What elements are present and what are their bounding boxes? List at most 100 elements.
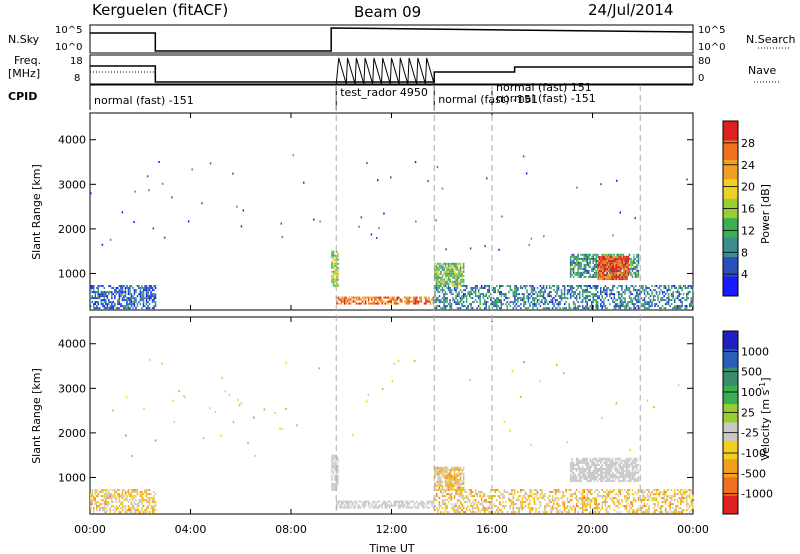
heatmap-cell bbox=[543, 285, 545, 287]
heatmap-cell bbox=[365, 505, 367, 507]
heatmap-cell bbox=[632, 478, 634, 480]
heatmap-cell bbox=[605, 464, 607, 466]
heatmap-cell bbox=[574, 297, 576, 299]
heatmap-cell bbox=[507, 491, 509, 493]
heatmap-cell bbox=[377, 303, 379, 305]
heatmap-cell bbox=[443, 499, 445, 501]
heatmap-cell bbox=[499, 307, 501, 309]
heatmap-cell bbox=[669, 509, 671, 511]
heatmap-cell bbox=[470, 511, 472, 513]
heatmap-cell bbox=[334, 467, 336, 469]
heatmap-cell bbox=[525, 493, 527, 495]
heatmap-cell bbox=[680, 285, 682, 287]
heatmap-cell bbox=[478, 295, 480, 297]
heatmap-cell bbox=[597, 476, 599, 478]
heatmap-cell bbox=[443, 263, 445, 265]
heatmap-cell bbox=[93, 285, 95, 287]
heatmap-cell bbox=[123, 305, 125, 307]
heatmap-cell bbox=[686, 307, 688, 309]
heatmap-cell bbox=[608, 474, 610, 476]
heatmap-cell bbox=[538, 299, 540, 301]
heatmap-cell bbox=[146, 507, 148, 509]
heatmap-cell bbox=[675, 291, 677, 293]
heatmap-cell bbox=[522, 507, 524, 509]
heatmap-cell bbox=[489, 289, 491, 291]
heatmap-cell bbox=[579, 476, 581, 478]
heatmap-cell bbox=[596, 270, 598, 272]
heatmap-cell bbox=[493, 301, 495, 303]
heatmap-cell bbox=[528, 495, 530, 497]
heatmap-cell bbox=[406, 301, 408, 303]
heatmap-cell bbox=[584, 254, 586, 256]
heatmap-cell bbox=[614, 264, 616, 266]
heatmap-cell bbox=[436, 471, 438, 473]
heatmap-cell bbox=[587, 291, 589, 293]
heatmap-cell bbox=[593, 295, 595, 297]
heatmap-cell bbox=[489, 285, 491, 287]
heatmap-cell bbox=[135, 289, 137, 291]
heatmap-cell bbox=[95, 491, 97, 493]
heatmap-cell bbox=[580, 507, 582, 509]
heatmap-cell bbox=[439, 305, 441, 307]
heatmap-cell bbox=[366, 162, 368, 164]
heatmap-cell bbox=[419, 297, 421, 299]
heatmap-cell bbox=[454, 473, 456, 475]
heatmap-cell bbox=[523, 361, 525, 363]
heatmap-cell bbox=[612, 478, 614, 480]
heatmap-cell bbox=[546, 299, 548, 301]
heatmap-cell bbox=[457, 485, 459, 487]
heatmap-cell bbox=[437, 269, 439, 271]
heatmap-cell bbox=[442, 188, 444, 190]
heatmap-cell bbox=[612, 234, 614, 236]
heatmap-cell bbox=[540, 495, 542, 497]
heatmap-cell bbox=[691, 509, 693, 511]
heatmap-cell bbox=[333, 259, 335, 261]
heatmap-cell bbox=[446, 467, 448, 469]
heatmap-cell bbox=[635, 458, 637, 460]
heatmap-cell bbox=[567, 501, 569, 503]
heatmap-cell bbox=[523, 295, 525, 297]
heatmap-cell bbox=[606, 460, 608, 462]
heatmap-cell bbox=[386, 505, 388, 507]
heatmap-cell bbox=[440, 467, 442, 469]
heatmap-cell bbox=[688, 297, 690, 299]
heatmap-cell bbox=[141, 293, 143, 295]
heatmap-cell bbox=[510, 501, 512, 503]
heatmap-cell bbox=[513, 509, 515, 511]
heatmap-cell bbox=[588, 503, 590, 505]
heatmap-cell bbox=[619, 264, 621, 266]
heatmap-cell bbox=[584, 264, 586, 266]
heatmap-cell bbox=[576, 256, 578, 258]
heatmap-cell bbox=[436, 297, 438, 299]
heatmap-cell bbox=[460, 285, 462, 287]
heatmap-cell bbox=[594, 511, 596, 513]
heatmap-cell bbox=[623, 274, 625, 276]
heatmap-cell bbox=[621, 462, 623, 464]
heatmap-cell bbox=[153, 297, 155, 299]
heatmap-cell bbox=[626, 305, 628, 307]
heatmap-cell bbox=[546, 307, 548, 309]
heatmap-cell bbox=[114, 493, 116, 495]
heatmap-cell bbox=[622, 274, 624, 276]
heatmap-cell bbox=[460, 271, 462, 273]
heatmap-cell bbox=[519, 511, 521, 513]
heatmap-cell bbox=[454, 511, 456, 513]
heatmap-cell bbox=[483, 509, 485, 511]
heatmap-cell bbox=[624, 293, 626, 295]
heatmap-cell bbox=[692, 507, 694, 509]
heatmap-cell bbox=[345, 299, 347, 301]
heatmap-cell bbox=[573, 258, 575, 260]
heatmap-cell bbox=[614, 258, 616, 260]
heatmap-cell bbox=[632, 509, 634, 511]
heatmap-cell bbox=[98, 289, 100, 291]
heatmap-cell bbox=[243, 210, 245, 212]
heatmap-cell bbox=[496, 307, 498, 309]
heatmap-cell bbox=[599, 468, 601, 470]
heatmap-cell bbox=[457, 509, 459, 511]
heatmap-cell bbox=[686, 293, 688, 295]
heatmap-cell bbox=[403, 503, 405, 505]
heatmap-cell bbox=[642, 305, 644, 307]
heatmap-cell bbox=[671, 299, 673, 301]
heatmap-cell bbox=[141, 291, 143, 293]
heatmap-cell bbox=[440, 469, 442, 471]
